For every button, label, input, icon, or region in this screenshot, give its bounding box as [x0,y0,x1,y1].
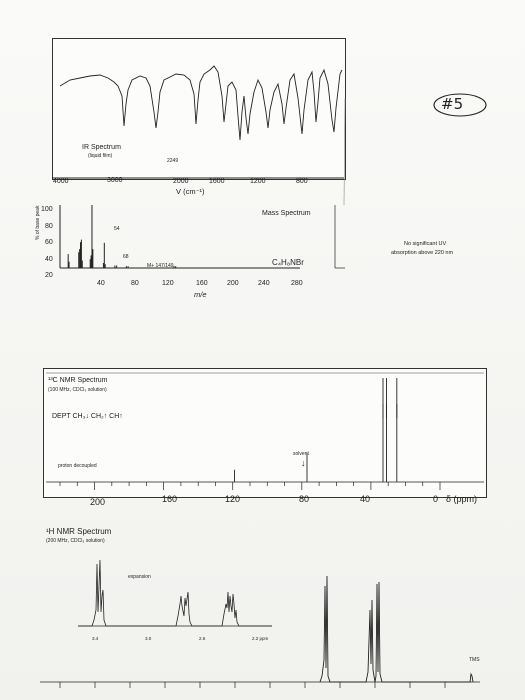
ir-tick-2000: 2000 [173,178,189,185]
c13-title: ¹³C NMR Spectrum [48,377,108,384]
h1-exp-tick-2.2: 2.2 ppm [252,636,269,641]
h1-expansion-trace-a [78,559,272,627]
uv-note-line2: absorption above 220 nm [391,250,454,256]
ms-title: Mass Spectrum [262,210,311,217]
ms-xtick-160: 160 [196,280,208,287]
ms-xtick-80: 80 [131,280,139,287]
ms-xtick-200: 200 [227,280,239,287]
ir-annotation-2249: 2249 [167,158,179,164]
ms-ytick-80: 80 [45,223,53,230]
c13-xtick-0: 0 [433,494,439,504]
c13-solvent-arrow: ↓ [301,458,306,468]
ms-ytick-20: 20 [45,272,53,279]
ms-molecular-ion: M+ 147/149 [147,263,174,269]
ms-ytick-60: 60 [45,239,53,246]
ms-peak-label-54: 54 [114,226,120,232]
ms-formula: C₄H₈NBr [272,258,304,267]
c13-xtick-80: 80 [299,494,310,504]
ms-ytick-40: 40 [45,256,53,263]
ir-tick-1600: 1600 [209,178,225,185]
ms-xtick-40: 40 [97,280,105,287]
h1-exp-tick-3.4: 3.4 [92,636,99,641]
page-label: #5 [441,95,464,113]
c13-nmr-panel [43,368,487,498]
c13-subtitle: (100 MHz, CDCl₃ solution) [48,387,107,393]
ms-xtick-280: 280 [291,280,303,287]
ir-trace [59,65,343,141]
c13-xtick-200: 200 [90,497,106,507]
ir-x-label: V (cm⁻¹) [176,187,205,196]
c13-xtick-40: 40 [360,494,371,504]
ir-tick-800: 800 [296,178,308,185]
ir-spectrum-panel [52,38,346,180]
ms-xtick-120: 120 [162,280,174,287]
h1-tms-label: TMS [469,657,480,663]
c13-xtick-160: 160 [162,494,178,504]
c13-x-label: δ (ppm) [446,494,478,504]
c13-xtick-120: 120 [225,494,241,504]
h1-exp-tick-2.6: 2.6 [199,636,206,641]
c13-proton-decoupled: proton decoupled [58,463,97,469]
c13-dept-label: DEPT CH₃↓ CH₂↑ CH↑ [52,413,123,420]
ir-subtitle: (liquid film) [88,153,113,159]
h1-title: ¹H NMR Spectrum [46,527,112,536]
uv-note-line1: No significant UV [404,241,447,247]
h1-main-trace [319,575,474,683]
c13-solvent: solvent [293,451,309,457]
ms-ytick-100: 100 [41,206,53,213]
ir-title: IR Spectrum [82,144,121,151]
h1-expansion-label: expansion [128,574,151,580]
ms-xtick-240: 240 [258,280,270,287]
ir-tick-1200: 1200 [250,178,266,185]
ir-tick-4000: 4000 [53,178,69,185]
ir-tick-3000: 3000 [107,177,123,184]
h1-exp-tick-3.0: 3.0 [145,636,152,641]
ms-x-label: m/e [194,290,207,299]
ms-peak-label-68: 68 [123,254,129,260]
h1-subtitle: (200 MHz, CDCl₃ solution) [46,538,105,544]
